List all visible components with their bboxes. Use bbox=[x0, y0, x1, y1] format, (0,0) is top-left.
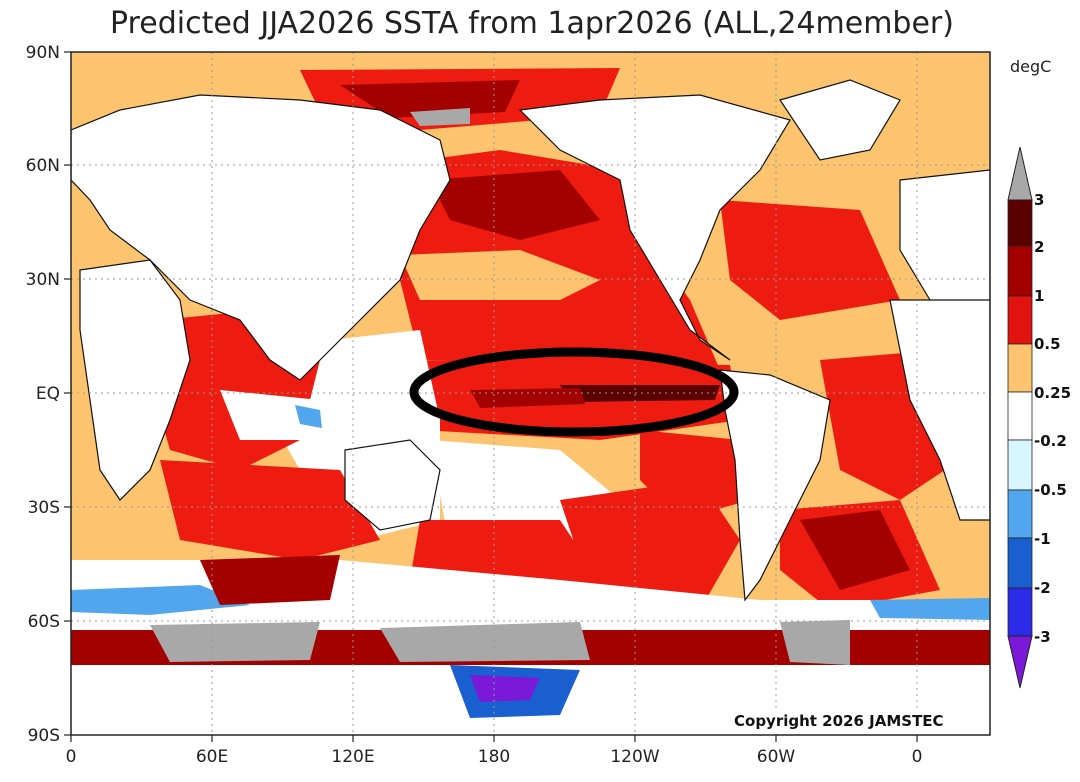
eurasia bbox=[71, 94, 451, 381]
colorbar-label-minus-1: -1 bbox=[1034, 530, 1051, 548]
north-pacific-moderate-band bbox=[400, 250, 600, 300]
equatorial-pacific-peak bbox=[560, 385, 720, 402]
colorbar-label-0.5: 0.5 bbox=[1034, 335, 1061, 353]
ross-sea-very-cold bbox=[470, 675, 540, 702]
lat-label-60s: 60S bbox=[28, 612, 60, 632]
colorbar-bin-minus-1-2 bbox=[1007, 537, 1033, 589]
lat-label-30n: 30N bbox=[26, 270, 60, 290]
greenland bbox=[779, 79, 901, 161]
lon-label-120w: 120W bbox=[610, 747, 659, 767]
lon-label-60e: 60E bbox=[196, 747, 228, 767]
africa-east-edge bbox=[889, 299, 990, 521]
colorbar-bin-minus-0.2-0.5 bbox=[1007, 439, 1033, 491]
south-atlantic-very-warm bbox=[800, 510, 910, 590]
antarctic-ice-east bbox=[780, 620, 850, 665]
lon-label-120e: 120E bbox=[331, 747, 374, 767]
colorbar-bin-minus-0.5-1 bbox=[1007, 489, 1033, 539]
colorbar-label-minus-0.2: -0.2 bbox=[1034, 432, 1067, 450]
east-pacific-warm bbox=[640, 430, 750, 520]
copyright-text: Copyright 2026 JAMSTEC bbox=[734, 712, 944, 730]
colorbar-label-1: 1 bbox=[1034, 287, 1044, 305]
figure-title: Predicted JJA2026 SSTA from 1apr2026 (AL… bbox=[110, 6, 954, 41]
southern-ocean-cool-east bbox=[870, 598, 990, 620]
arctic-ice-patch bbox=[410, 108, 470, 126]
lon-label-60w: 60W bbox=[757, 747, 796, 767]
colorbar-bin-2-3 bbox=[1007, 199, 1033, 247]
map-area: Copyright 2026 JAMSTEC bbox=[71, 52, 990, 735]
indian-ocean-cool-patch bbox=[295, 405, 322, 428]
lat-label-eq: EQ bbox=[36, 384, 60, 404]
lat-label-90s: 90S bbox=[28, 726, 60, 746]
axis-ticks bbox=[64, 51, 918, 742]
colorbar-bin-0.25-0.5 bbox=[1007, 343, 1033, 393]
colorbar-label-2: 2 bbox=[1034, 238, 1044, 256]
south-america bbox=[719, 369, 831, 602]
continents bbox=[71, 79, 990, 602]
antarctic-ice-west bbox=[150, 622, 320, 662]
colorbar-bottom-arrow bbox=[1007, 635, 1033, 689]
lat-label-60n: 60N bbox=[26, 156, 60, 176]
colorbar-unit: degC bbox=[1010, 57, 1051, 76]
australia bbox=[344, 439, 441, 531]
copyright-box bbox=[725, 708, 983, 732]
colorbar-label-minus-0.5: -0.5 bbox=[1034, 481, 1067, 499]
colorbar-label-0.25: 0.25 bbox=[1034, 384, 1071, 402]
arctic-very-warm-region bbox=[340, 80, 520, 118]
lat-label-30s: 30S bbox=[28, 498, 60, 518]
lon-label-0-west: 0 bbox=[66, 747, 77, 767]
south-indian-ocean-warm bbox=[160, 460, 380, 560]
southern-ocean-cool-west bbox=[71, 585, 250, 615]
colorbar: degC 3 2 1 0.5 0.25 -0.2 -0.5 -1 -2 -3 bbox=[1007, 57, 1071, 689]
africa bbox=[79, 259, 191, 501]
lon-label-180: 180 bbox=[478, 747, 510, 767]
colorbar-bin-0.5-1 bbox=[1007, 295, 1033, 345]
colorbar-label-minus-3: -3 bbox=[1034, 628, 1051, 646]
colorbar-bin-minus-2-3 bbox=[1007, 587, 1033, 637]
colorbar-bin-neutral bbox=[1007, 391, 1033, 441]
colorbar-bin-1-2 bbox=[1007, 245, 1033, 297]
north-atlantic-warm bbox=[720, 200, 900, 320]
el-nino-annotation-ellipse bbox=[409, 347, 739, 437]
southern-indian-very-warm bbox=[200, 555, 340, 605]
antarctic-ice-central bbox=[380, 622, 590, 662]
lat-label-90n: 90N bbox=[26, 43, 60, 63]
north-america bbox=[518, 94, 791, 361]
lon-label-0-east: 0 bbox=[912, 747, 923, 767]
indian-ocean-neutral bbox=[220, 390, 320, 440]
colorbar-top-arrow bbox=[1007, 146, 1033, 201]
colorbar-label-minus-2: -2 bbox=[1034, 579, 1051, 597]
north-pacific-very-warm bbox=[430, 170, 600, 240]
colorbar-label-3: 3 bbox=[1034, 191, 1044, 209]
